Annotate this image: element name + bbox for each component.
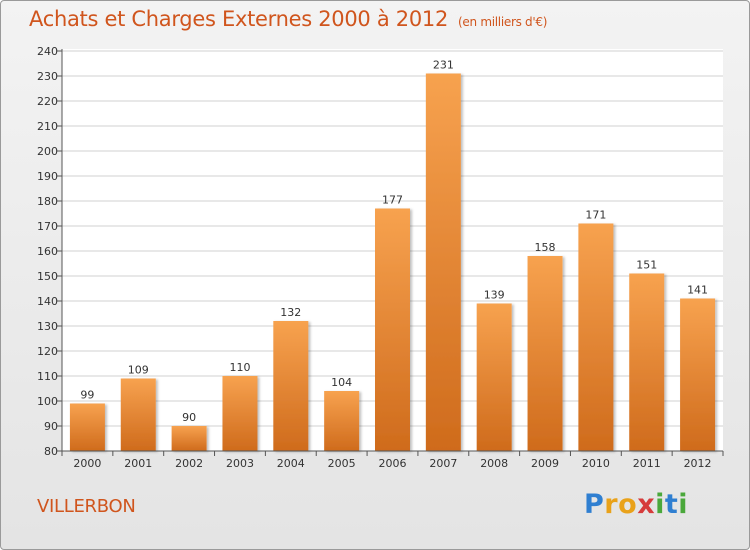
y-tick-label: 80 bbox=[44, 445, 58, 458]
bar-2005 bbox=[324, 391, 360, 451]
bar-2009 bbox=[527, 256, 563, 451]
bar-2001 bbox=[120, 378, 156, 451]
data-label-2011: 151 bbox=[636, 259, 657, 272]
logo-letter: o bbox=[618, 489, 638, 520]
logo-letter: i bbox=[655, 489, 665, 520]
data-label-2001: 109 bbox=[128, 364, 149, 377]
bar-2012 bbox=[680, 298, 716, 451]
x-tick-label-2002: 2002 bbox=[175, 457, 203, 470]
y-tick-label: 110 bbox=[37, 370, 58, 383]
x-tick-label-2006: 2006 bbox=[379, 457, 407, 470]
bar-2008 bbox=[476, 303, 512, 451]
x-tick-label-2000: 2000 bbox=[73, 457, 101, 470]
logo-letter: r bbox=[604, 489, 619, 520]
data-label-2007: 231 bbox=[433, 59, 454, 72]
logo-letter: P bbox=[584, 489, 605, 520]
x-tick-label-2007: 2007 bbox=[429, 457, 457, 470]
y-tick-label: 170 bbox=[37, 220, 58, 233]
bar-2010 bbox=[578, 223, 614, 451]
data-label-2000: 99 bbox=[80, 389, 94, 402]
chart-title-text: Achats et Charges Externes 2000 à 2012 bbox=[29, 7, 449, 31]
y-tick-label: 230 bbox=[37, 70, 58, 83]
bar-2002 bbox=[171, 426, 207, 451]
y-tick-label: 210 bbox=[37, 120, 58, 133]
x-tick-label-2003: 2003 bbox=[226, 457, 254, 470]
bar-2006 bbox=[375, 208, 410, 451]
y-tick-label: 200 bbox=[37, 145, 58, 158]
chart-subtitle: (en milliers d'€) bbox=[458, 15, 548, 29]
y-tick-label: 130 bbox=[37, 320, 58, 333]
data-label-2010: 171 bbox=[585, 209, 606, 222]
x-tick-label-2012: 2012 bbox=[684, 457, 712, 470]
x-axis: 2000 2001 2002 2003 2004 2005 2006 2007 2008 2009… bbox=[61, 450, 724, 470]
chart-title: Achats et Charges Externes 2000 à 2012 (e… bbox=[29, 7, 547, 31]
y-tick-label: 180 bbox=[37, 195, 58, 208]
y-axis: 80 90 100 110 120 130 140 150 160 170 180 190 200 210… bbox=[37, 45, 63, 458]
y-tick-label: 120 bbox=[37, 345, 58, 358]
x-tick-label-2011: 2011 bbox=[633, 457, 661, 470]
x-tick-label-2009: 2009 bbox=[531, 457, 559, 470]
x-tick-label-2008: 2008 bbox=[480, 457, 508, 470]
x-tick-label-2001: 2001 bbox=[124, 457, 152, 470]
y-tick-label: 240 bbox=[37, 45, 58, 58]
y-tick-label: 90 bbox=[44, 420, 58, 433]
logo-letter: i bbox=[678, 489, 689, 520]
data-label-2005: 104 bbox=[331, 376, 352, 389]
logo-letter: t bbox=[664, 489, 679, 520]
data-label-2003: 110 bbox=[229, 361, 250, 374]
bars: 99 109 90 110 132 104 177 231 139 158 171 151 141 bbox=[69, 59, 716, 451]
data-label-2004: 132 bbox=[280, 306, 301, 319]
y-tick-label: 100 bbox=[37, 395, 58, 408]
y-tick-label: 220 bbox=[37, 95, 58, 108]
x-tick-label-2010: 2010 bbox=[582, 457, 610, 470]
data-label-2008: 139 bbox=[484, 289, 505, 302]
y-tick-label: 150 bbox=[37, 270, 58, 283]
data-label-2012: 141 bbox=[687, 284, 708, 297]
proxiti-logo: Proxiti bbox=[584, 489, 688, 520]
bar-2000 bbox=[69, 403, 105, 451]
y-tick-label: 190 bbox=[37, 170, 58, 183]
y-tick-label: 160 bbox=[37, 245, 58, 258]
x-tick-label-2005: 2005 bbox=[328, 457, 356, 470]
data-label-2002: 90 bbox=[182, 411, 196, 424]
data-label-2009: 158 bbox=[535, 241, 556, 254]
data-label-2006: 177 bbox=[382, 194, 403, 207]
city-name: VILLERBON bbox=[37, 496, 136, 517]
bar-2011 bbox=[629, 273, 665, 451]
y-tick-label: 140 bbox=[37, 295, 58, 308]
logo-letter: x bbox=[637, 489, 656, 520]
bar-2007 bbox=[425, 73, 461, 451]
x-tick-label-2004: 2004 bbox=[277, 457, 305, 470]
bar-2004 bbox=[273, 321, 309, 451]
bar-2003 bbox=[222, 376, 258, 451]
